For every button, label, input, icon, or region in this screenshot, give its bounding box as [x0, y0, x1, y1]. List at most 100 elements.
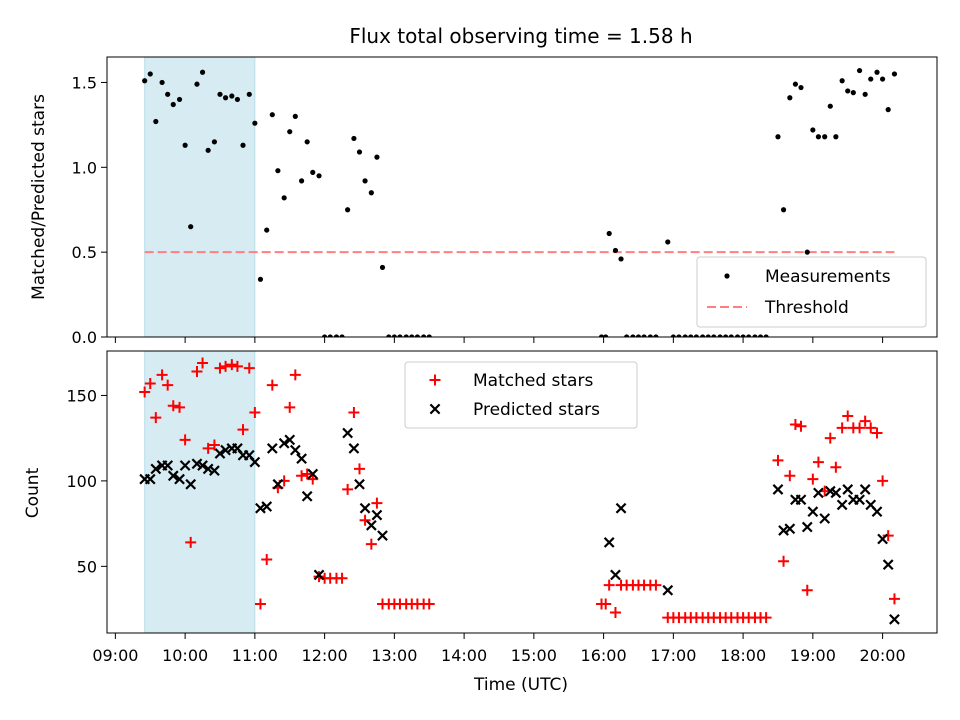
measurements-point — [734, 334, 741, 337]
matched-stars-point — [842, 410, 854, 422]
y-tick-label: 0.0 — [72, 328, 97, 347]
legend-label-threshold: Threshold — [764, 298, 849, 318]
matched-stars-point — [824, 432, 836, 444]
measurements-point — [304, 139, 310, 145]
measurements-point — [316, 173, 322, 179]
measurements-point — [879, 76, 886, 82]
matched-stars-point — [156, 369, 168, 381]
x-tick-label: 12:00 — [302, 646, 348, 665]
measurements-point — [275, 168, 281, 174]
matched-stars-point — [859, 415, 871, 427]
matched-stars-point — [208, 439, 220, 451]
measurements-point — [194, 81, 200, 87]
matched-stars-point — [220, 360, 232, 372]
measurements-point — [804, 249, 810, 255]
matched-stars-point — [609, 606, 621, 618]
legend-label-matched: Matched stars — [473, 371, 593, 391]
measurements-point — [850, 90, 856, 96]
measurements-point — [711, 334, 717, 337]
measurements-point — [606, 230, 612, 237]
y-tick-label: 1.0 — [72, 158, 97, 177]
measurements-point — [815, 134, 822, 140]
measurements-point — [856, 67, 863, 74]
matched-stars-point — [812, 456, 824, 468]
measurements-point — [862, 91, 868, 97]
matched-stars-point — [266, 379, 278, 391]
matched-stars-point — [772, 454, 784, 466]
predicted-stars-point — [819, 513, 831, 524]
measurements-point — [787, 95, 793, 101]
measurements-point — [142, 78, 148, 84]
matched-stars-point — [353, 463, 365, 475]
predicted-stars-point — [813, 487, 824, 499]
bottom-y-axis-label: Count — [23, 467, 43, 518]
matched-stars-point — [865, 422, 877, 434]
matched-stars-point — [174, 401, 186, 413]
measurements-point — [362, 178, 368, 184]
predicted-stars-point — [144, 473, 156, 485]
predicted-stars-point — [365, 519, 377, 531]
predicted-stars-point — [615, 502, 627, 514]
matched-stars-point — [600, 598, 612, 610]
measurements-point — [827, 103, 833, 109]
data-markers — [142, 67, 898, 337]
matched-stars-point — [284, 401, 296, 413]
highlight-span — [144, 350, 256, 634]
matched-stars-point — [854, 422, 866, 434]
matched-stars-point — [254, 598, 266, 610]
measurements-point — [211, 139, 218, 145]
predicted-stars-point — [778, 525, 789, 536]
matched-stars-point — [836, 422, 848, 434]
measurements-point — [822, 134, 828, 140]
measurements-point — [217, 91, 223, 97]
measurements-point — [153, 118, 159, 125]
predicted-stars-point — [214, 448, 226, 459]
predicted-stars-point — [162, 460, 174, 471]
measurements-point — [281, 195, 287, 201]
legend — [404, 361, 638, 429]
measurements-point — [386, 334, 392, 337]
measurements-point — [147, 71, 153, 77]
predicted-stars-point — [179, 460, 191, 471]
measurements-point — [717, 334, 723, 337]
measurements-point — [397, 334, 403, 337]
matched-stars-point — [348, 407, 360, 419]
matched-stars-point — [371, 497, 383, 509]
predicted-stars-point — [209, 465, 220, 477]
x-tick-label: 17:00 — [650, 646, 696, 665]
matched-stars-point — [423, 598, 435, 610]
measurements-point — [170, 101, 176, 108]
matched-stars-point — [249, 407, 261, 419]
matched-stars-point — [807, 473, 819, 485]
x-axis-label: Time (UTC) — [473, 675, 568, 695]
measurements-point — [345, 207, 351, 213]
measurements-point — [700, 334, 706, 337]
predicted-stars-point — [377, 530, 388, 541]
predicted-stars-point — [784, 523, 796, 535]
legend — [696, 256, 927, 328]
matched-stars-point — [336, 572, 348, 584]
count-panel: 50 100 150 09:00 10:00 11:00 12:00 13:00 14:00 15… — [66, 350, 938, 665]
measurements-point — [728, 334, 734, 337]
measurements-point — [257, 276, 264, 282]
measurements-point — [676, 334, 682, 337]
legend-label-measurements: Measurements — [765, 267, 891, 287]
legend-label-predicted: Predicted stars — [473, 400, 600, 420]
measurements-point — [868, 76, 874, 82]
predicted-stars-point — [871, 506, 883, 518]
matched-stars-point — [801, 584, 813, 596]
matched-stars-point — [191, 366, 203, 378]
predicted-stars-point — [255, 502, 266, 514]
predicted-stars-point — [220, 444, 231, 456]
matched-stars-point — [167, 400, 179, 412]
predicted-stars-point — [807, 506, 819, 518]
predicted-stars-point — [289, 444, 301, 456]
predicted-stars-point — [603, 537, 615, 548]
predicted-stars-point — [313, 569, 325, 581]
predicted-stars-point — [261, 501, 273, 512]
matched-stars-point — [202, 442, 214, 454]
measurements-point — [426, 334, 432, 337]
matched-stars-point — [365, 538, 377, 550]
predicted-stars-point — [354, 478, 365, 490]
matched-stars-point — [760, 612, 772, 624]
